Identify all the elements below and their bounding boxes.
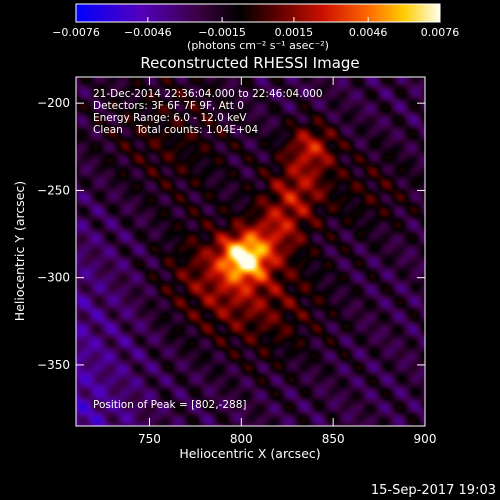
x-tick-label: 900 — [414, 432, 437, 446]
y-tick-label: −300 — [37, 271, 70, 285]
chart-title: Reconstructed RHESSI Image — [140, 54, 359, 72]
heatmap-image — [76, 77, 425, 426]
axis-ticks: 750 800 850 900 −200 −250 −300 −350 — [37, 77, 436, 446]
plot-frame — [75, 76, 426, 427]
footer-timestamp: 15-Sep-2017 19:03 — [371, 483, 496, 498]
annotation-clean: Clean Total counts: 1.04E+04 — [93, 124, 258, 136]
colorbar-tick-label: 0.0046 — [349, 26, 388, 39]
colorbar-unit-label: (photons cm⁻² s⁻¹ asec⁻²) — [187, 39, 329, 52]
x-tick-label: 800 — [230, 432, 253, 446]
annotation-peak: Position of Peak = [802,-288] — [93, 399, 247, 411]
colorbar-tick-label: −0.0076 — [52, 26, 100, 39]
colorbar-tick-label: 0.0076 — [421, 26, 460, 39]
x-tick-label: 750 — [138, 432, 161, 446]
annotation-energy: Energy Range: 6.0 - 12.0 keV — [93, 112, 247, 124]
x-axis-label: Heliocentric X (arcsec) — [179, 446, 320, 461]
annotation-detectors: Detectors: 3F 6F 7F 9F, Att 0 — [93, 100, 244, 112]
colorbar-tick-label: −0.0046 — [124, 26, 172, 39]
y-tick-label: −250 — [37, 183, 70, 197]
colorbar — [75, 3, 441, 23]
colorbar-tick-label: 0.0015 — [275, 26, 314, 39]
colorbar-ticks: −0.0076 −0.0046 −0.0015 0.0015 0.0046 0.0076 — [52, 17, 459, 39]
y-tick-label: −350 — [37, 358, 70, 372]
annotation-time: 21-Dec-2014 22:36:04.000 to 22:46:04.000 — [93, 88, 323, 100]
colorbar-tick-label: −0.0015 — [198, 26, 246, 39]
x-tick-label: 850 — [322, 432, 345, 446]
y-tick-label: −200 — [37, 96, 70, 110]
y-axis-label: Heliocentric Y (arcsec) — [12, 181, 27, 321]
